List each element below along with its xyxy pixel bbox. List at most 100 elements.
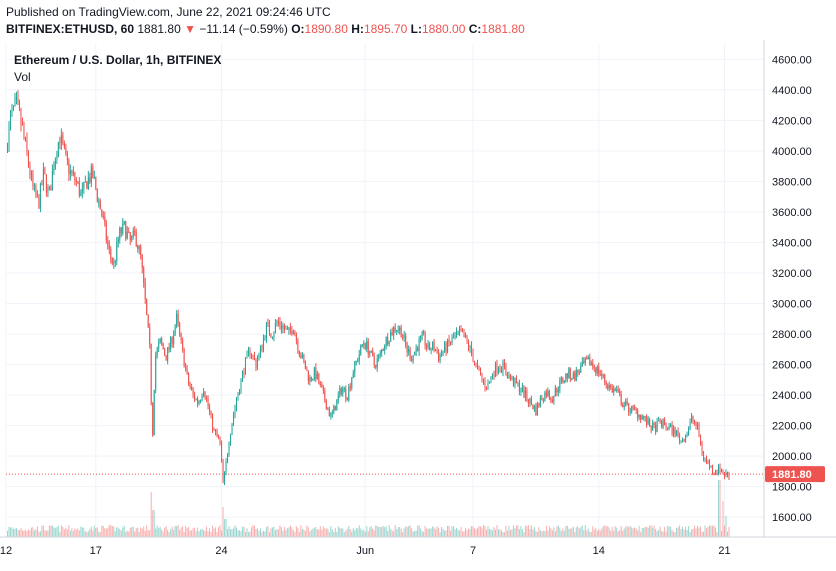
volume-bar	[96, 527, 98, 537]
candle-body	[324, 390, 326, 402]
volume-bar	[682, 526, 684, 537]
volume-bar	[215, 527, 217, 537]
volume-bar	[590, 531, 592, 537]
candle-body	[96, 188, 98, 201]
candle-body	[60, 134, 62, 143]
chart-legend-title[interactable]: Ethereum / U.S. Dollar, 1h, BITFINEX	[14, 53, 222, 67]
candle-body	[512, 376, 514, 386]
candle-body	[399, 327, 401, 331]
volume-bar	[572, 526, 574, 537]
candle-body	[547, 390, 549, 397]
volume-bar	[185, 526, 187, 537]
volume-bar	[17, 529, 19, 537]
volume-bar	[557, 525, 559, 537]
volume-bar	[393, 531, 395, 537]
candle-body	[207, 398, 209, 407]
volume-bar	[23, 530, 25, 537]
candle-body	[488, 381, 491, 384]
volume-bar	[610, 530, 612, 537]
candle-body	[406, 345, 408, 353]
candle-body	[228, 443, 230, 454]
candle-body	[349, 386, 351, 388]
volume-bar	[728, 527, 730, 537]
volume-bar	[634, 527, 636, 537]
volume-bar	[538, 527, 540, 537]
volume-bar	[454, 529, 456, 537]
volume-bar	[134, 531, 136, 537]
volume-bar	[444, 530, 446, 537]
volume-bar	[146, 525, 148, 537]
price-axis[interactable]: 4600.00 4400.00 4200.00 4000.00 3800.00 3600.…	[772, 54, 812, 524]
candle-body	[400, 327, 402, 338]
volume-bar	[554, 531, 556, 537]
volume-bar	[400, 528, 402, 537]
volume-bar	[188, 526, 190, 537]
time-axis[interactable]: 12 17 24 Jun 7 14 21	[0, 545, 731, 557]
volume-bar	[71, 528, 73, 537]
volume-bar	[412, 531, 414, 537]
candle-body	[396, 330, 398, 332]
candle-body	[38, 196, 40, 208]
candle-body	[179, 323, 181, 334]
volume-bar	[665, 531, 667, 537]
volume-bar	[321, 529, 323, 537]
candle-body	[134, 230, 136, 233]
candle-body	[197, 398, 199, 404]
candle-body	[393, 327, 395, 336]
candle-body	[478, 366, 480, 369]
volume-bar	[475, 529, 477, 537]
volume-bar	[291, 527, 293, 537]
volume-bar	[182, 526, 184, 537]
volume-bar	[662, 531, 664, 537]
volume-bar	[83, 527, 85, 537]
volume-bar	[117, 528, 119, 537]
candle-body	[722, 471, 724, 474]
volume-bar	[562, 528, 564, 537]
volume-bar	[499, 529, 501, 537]
candle-body	[575, 370, 577, 381]
volume-bar	[268, 532, 270, 537]
volume-bar	[270, 528, 272, 537]
volume-bar	[53, 527, 55, 537]
volume-bar	[450, 530, 452, 537]
candle-body	[47, 187, 49, 193]
candle-body	[273, 332, 275, 338]
volume-bar	[671, 529, 673, 537]
y-tick-label: 3800.00	[772, 176, 812, 188]
candle-body	[192, 389, 194, 395]
volume-bar	[318, 529, 320, 537]
volume-bar	[203, 530, 205, 537]
candle-body	[590, 362, 592, 365]
volume-bar	[548, 526, 550, 537]
volume-bar	[472, 526, 474, 537]
volume-legend[interactable]: Vol	[14, 70, 31, 84]
volume-bar	[256, 528, 258, 537]
candle-body	[161, 338, 163, 344]
volume-bar	[238, 530, 241, 537]
candle-body	[24, 136, 26, 140]
last-price: 1881.80	[137, 22, 181, 36]
candle-body	[182, 339, 184, 349]
volume-bar	[119, 529, 121, 537]
volume-bar	[545, 525, 547, 537]
volume-bar	[710, 525, 712, 537]
candle-body	[235, 400, 238, 408]
volume-bar	[497, 529, 499, 537]
published-caption: Published on TradingView.com, June 22, 2…	[6, 5, 331, 19]
x-tick-label: Jun	[356, 545, 374, 557]
candle-body	[694, 420, 696, 423]
candle-body	[643, 416, 645, 418]
volume-bar	[652, 527, 654, 537]
volume-bar	[304, 530, 306, 537]
volume-bar	[155, 528, 157, 537]
volume-bar	[649, 525, 651, 537]
x-tick-label: 24	[215, 545, 227, 557]
volume-bar	[29, 530, 31, 537]
volume-bar	[358, 525, 360, 537]
volume-bar	[523, 532, 525, 537]
candle-body	[562, 378, 564, 383]
candle-body	[460, 329, 462, 332]
volume-bar	[138, 531, 140, 537]
price-chart[interactable]: 4600.00 4400.00 4200.00 4000.00 3800.00 3600.…	[0, 40, 836, 571]
candle-body	[153, 389, 155, 436]
